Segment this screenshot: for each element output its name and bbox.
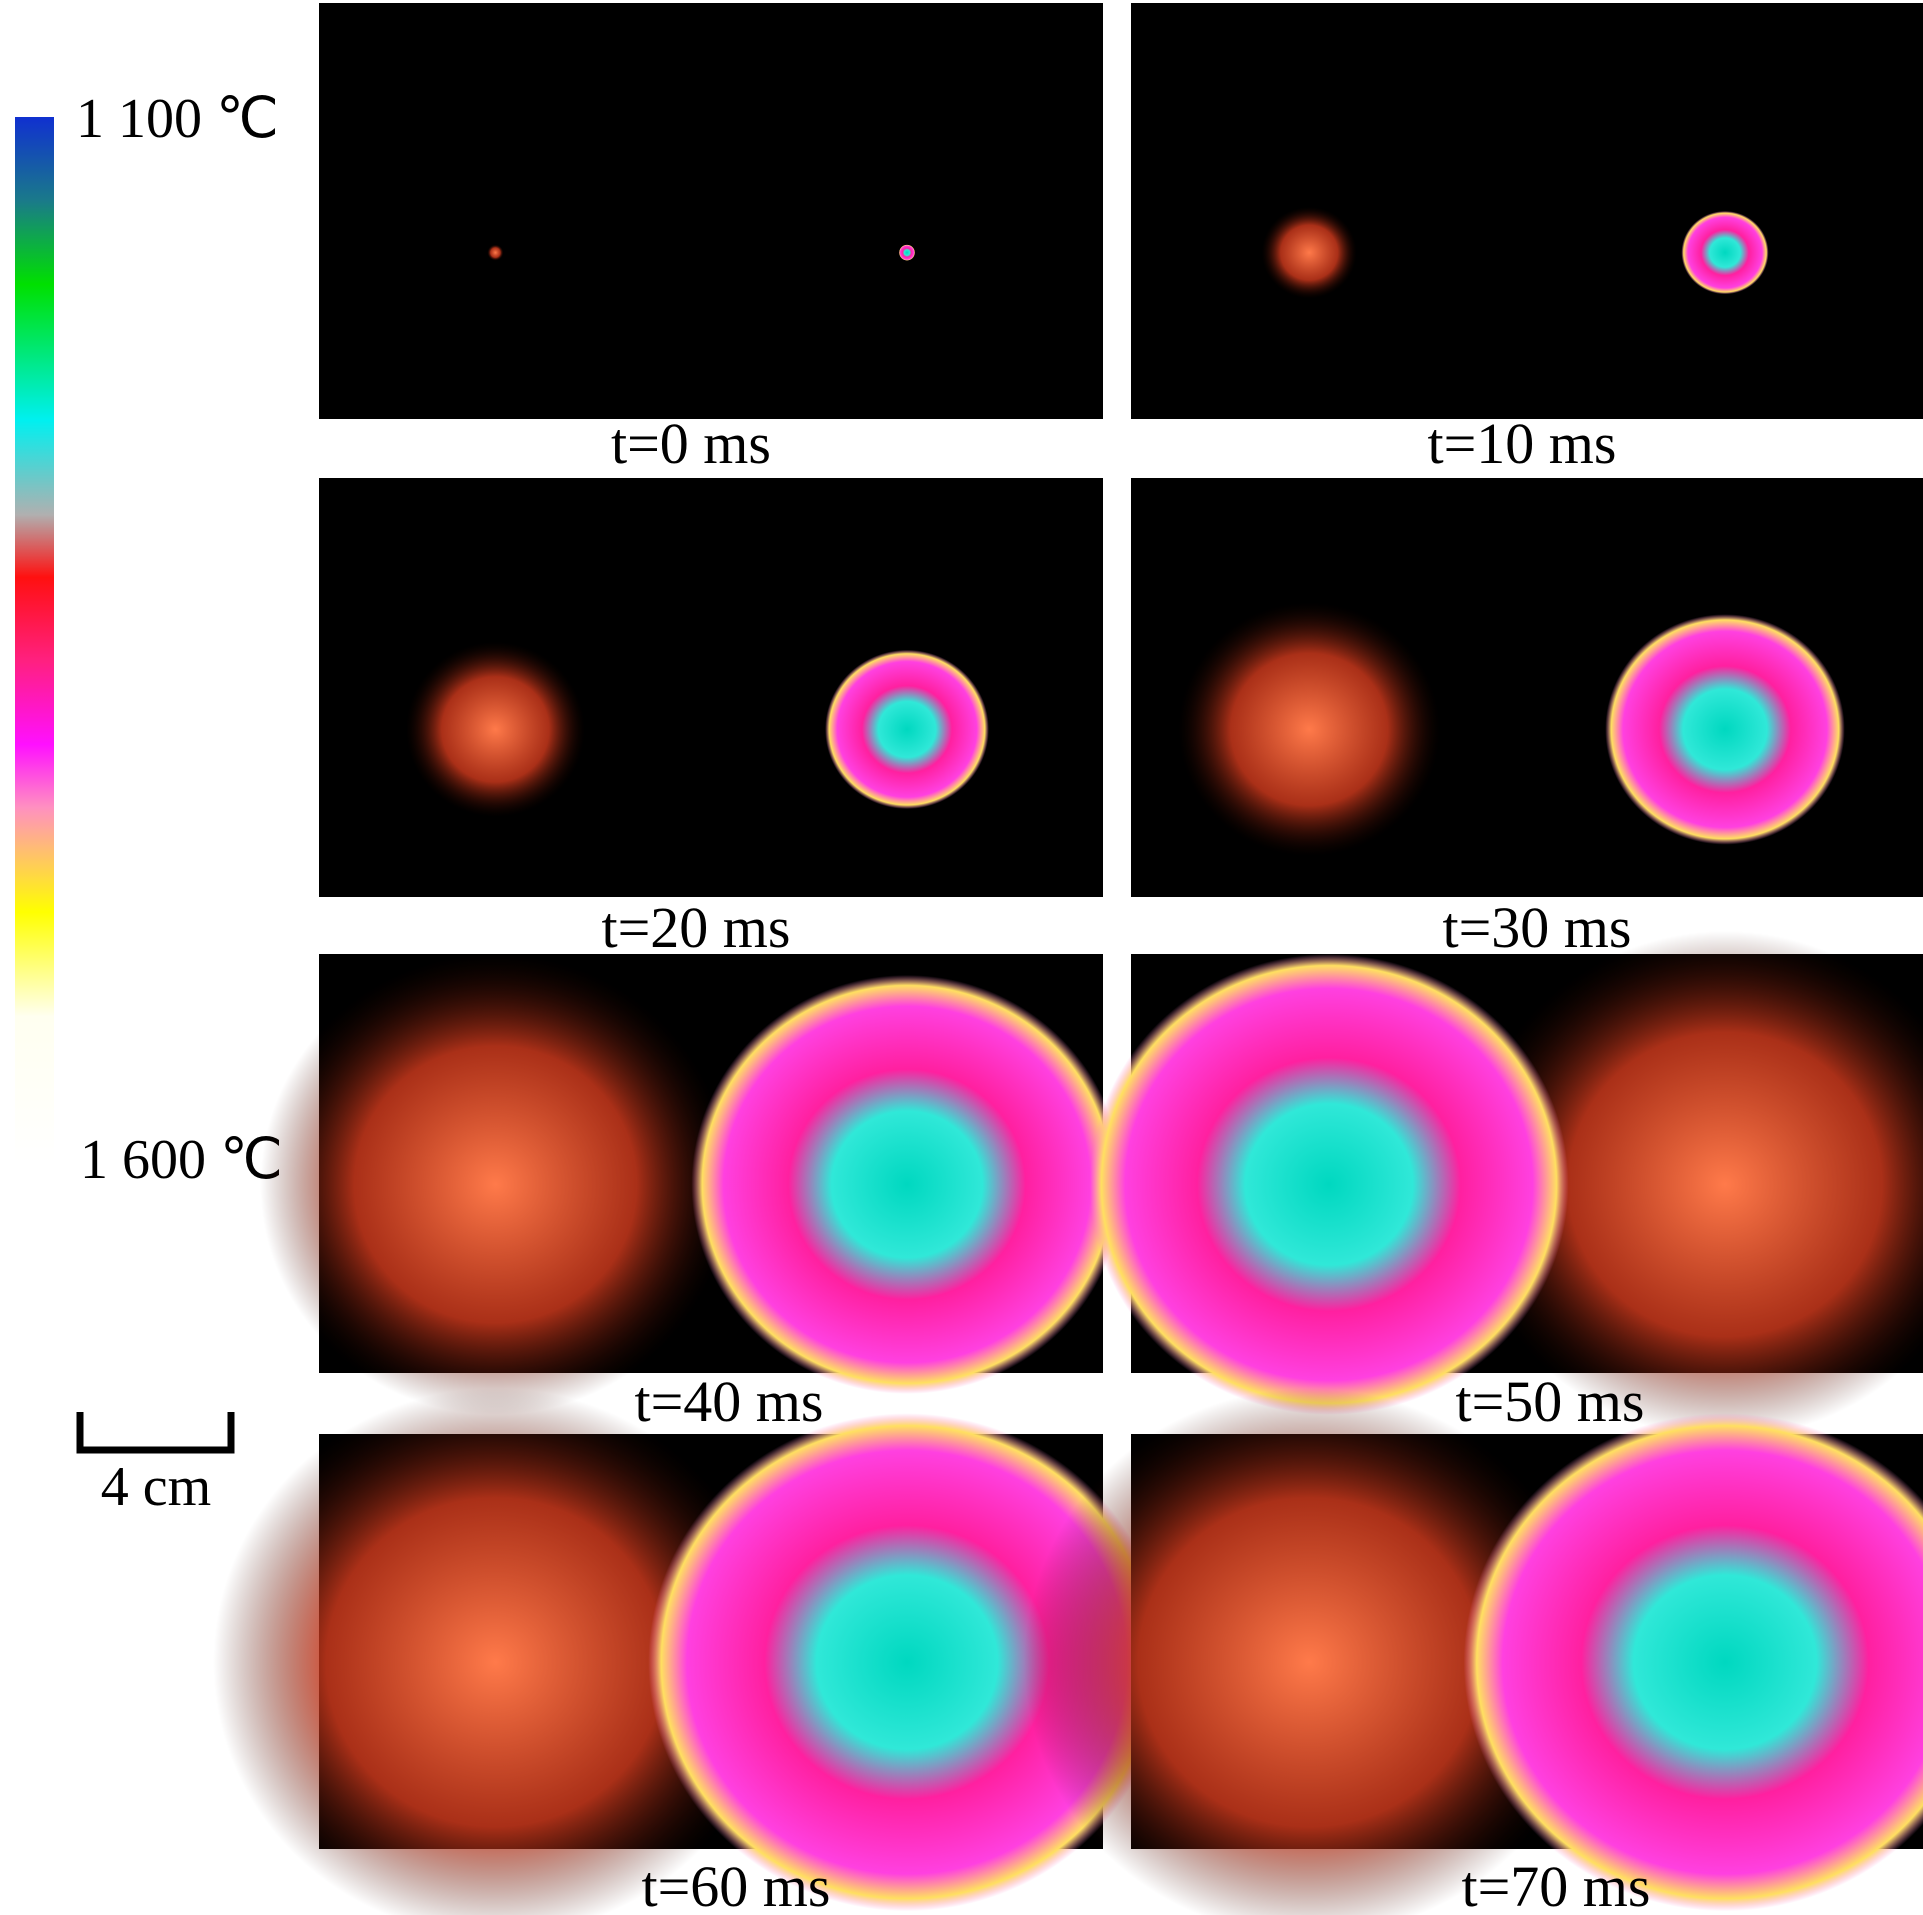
panel: [319, 478, 1103, 897]
panel: [1089, 931, 1923, 1438]
panel: [260, 953, 1123, 1415]
panel-caption: t=0 ms: [611, 411, 771, 476]
flame-image: [260, 953, 731, 1415]
scale-bar: [76, 1412, 235, 1454]
flame-image: [213, 1388, 778, 1915]
panel-caption: t=30 ms: [1442, 895, 1631, 960]
false-color-image: [1463, 1413, 1923, 1912]
flame-image: [1463, 931, 1923, 1438]
panel: [319, 3, 1103, 419]
panel: [1131, 3, 1923, 419]
flame-image: [1261, 206, 1357, 299]
panel: [1131, 478, 1923, 897]
panel-background: [1131, 3, 1923, 419]
false-color-image: [825, 649, 989, 810]
panel-caption: t=50 ms: [1455, 1369, 1644, 1434]
flame-image: [1178, 602, 1440, 857]
false-color-image: [691, 974, 1123, 1394]
false-color-image: [899, 244, 915, 261]
panel-caption: t=40 ms: [634, 1369, 823, 1434]
panel: [213, 1388, 1166, 1915]
panel-caption: t=60 ms: [641, 1854, 830, 1915]
false-color-image: [648, 1413, 1166, 1912]
scale-bar-label: 4 cm: [101, 1456, 211, 1518]
panel-background: [319, 3, 1103, 419]
false-color-image: [1089, 953, 1569, 1415]
flame-image: [406, 641, 585, 817]
flame-image: [1024, 1388, 1595, 1915]
panel-caption: t=20 ms: [601, 895, 790, 960]
panel-caption: t=10 ms: [1427, 411, 1616, 476]
colorbar-top-label: 1 100 ℃: [76, 88, 279, 150]
colorbar-bottom-label: 1 600 ℃: [80, 1129, 283, 1191]
flame-image: [487, 244, 504, 261]
panel: [1024, 1388, 1923, 1915]
false-color-image: [1605, 614, 1845, 845]
colorbar: [15, 117, 54, 1163]
false-color-image: [1681, 211, 1769, 295]
panel-caption: t=70 ms: [1461, 1854, 1650, 1915]
